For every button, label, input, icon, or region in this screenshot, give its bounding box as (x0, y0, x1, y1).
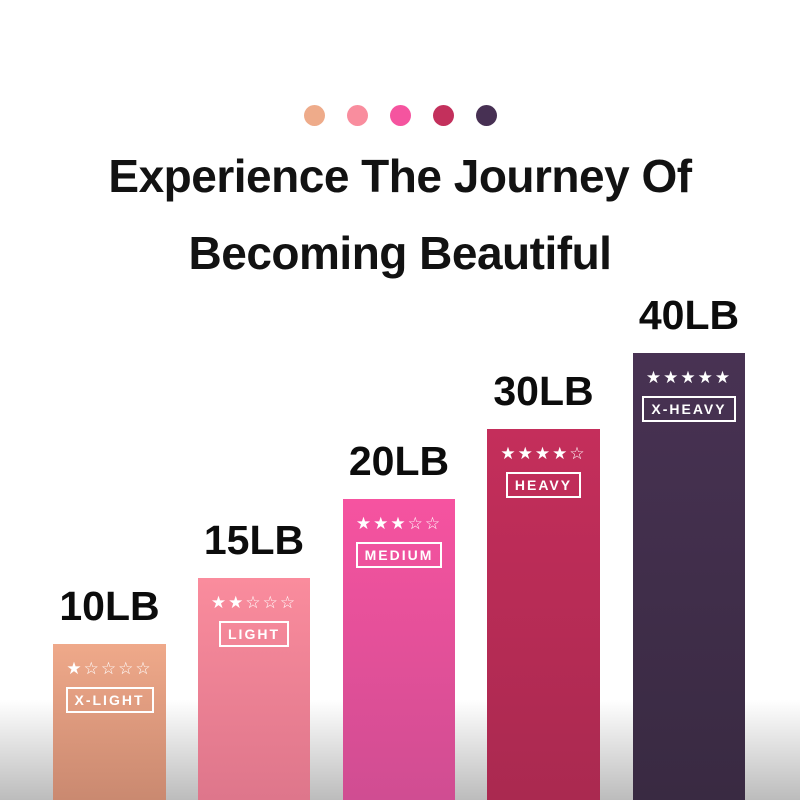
level-badge: HEAVY (505, 472, 582, 498)
star-rating: ★☆☆☆☆ (66, 659, 153, 679)
band-column-x-heavy: 40LB ★★★★★ X-HEAVY (633, 293, 745, 800)
band-bar-medium: ★★★☆☆ MEDIUM (343, 499, 455, 800)
star-rating: ★★☆☆☆ (210, 593, 298, 613)
band-bar-light: ★★☆☆☆ LIGHT (198, 578, 310, 800)
x-heavy-dot-icon (475, 105, 497, 126)
weight-label: 30LB (493, 368, 594, 414)
band-bar-heavy: ★★★★☆ HEAVY (487, 429, 600, 800)
palette-dots (0, 105, 800, 126)
page-title-line2: Becoming Beautiful (188, 227, 612, 279)
x-light-dot-icon (303, 105, 325, 126)
level-badge: X-HEAVY (642, 396, 736, 422)
star-rating: ★★★★★ (645, 368, 733, 388)
band-bar-x-heavy: ★★★★★ X-HEAVY (633, 353, 745, 800)
star-rating: ★★★☆☆ (355, 514, 443, 534)
band-column-light: 15LB ★★☆☆☆ LIGHT (198, 518, 310, 800)
light-dot-icon (346, 105, 368, 126)
band-column-medium: 20LB ★★★☆☆ MEDIUM (343, 439, 455, 800)
weight-label: 10LB (59, 583, 160, 629)
weight-label: 40LB (638, 292, 740, 338)
weight-label: 15LB (203, 517, 305, 563)
page-title-line1: Experience The Journey Of (108, 150, 692, 202)
band-column-heavy: 30LB ★★★★☆ HEAVY (487, 369, 600, 800)
band-column-x-light: 10LB ★☆☆☆☆ X-LIGHT (53, 584, 166, 800)
star-rating: ★★★★☆ (500, 444, 587, 464)
band-bar-x-light: ★☆☆☆☆ X-LIGHT (53, 644, 166, 800)
level-badge: LIGHT (219, 621, 289, 647)
level-badge: X-LIGHT (65, 687, 154, 713)
weight-label: 20LB (348, 438, 450, 484)
level-badge: MEDIUM (355, 542, 443, 568)
heavy-dot-icon (432, 105, 454, 126)
medium-dot-icon (389, 105, 411, 126)
page-title: Experience The Journey Of Becoming Beaut… (0, 138, 800, 292)
